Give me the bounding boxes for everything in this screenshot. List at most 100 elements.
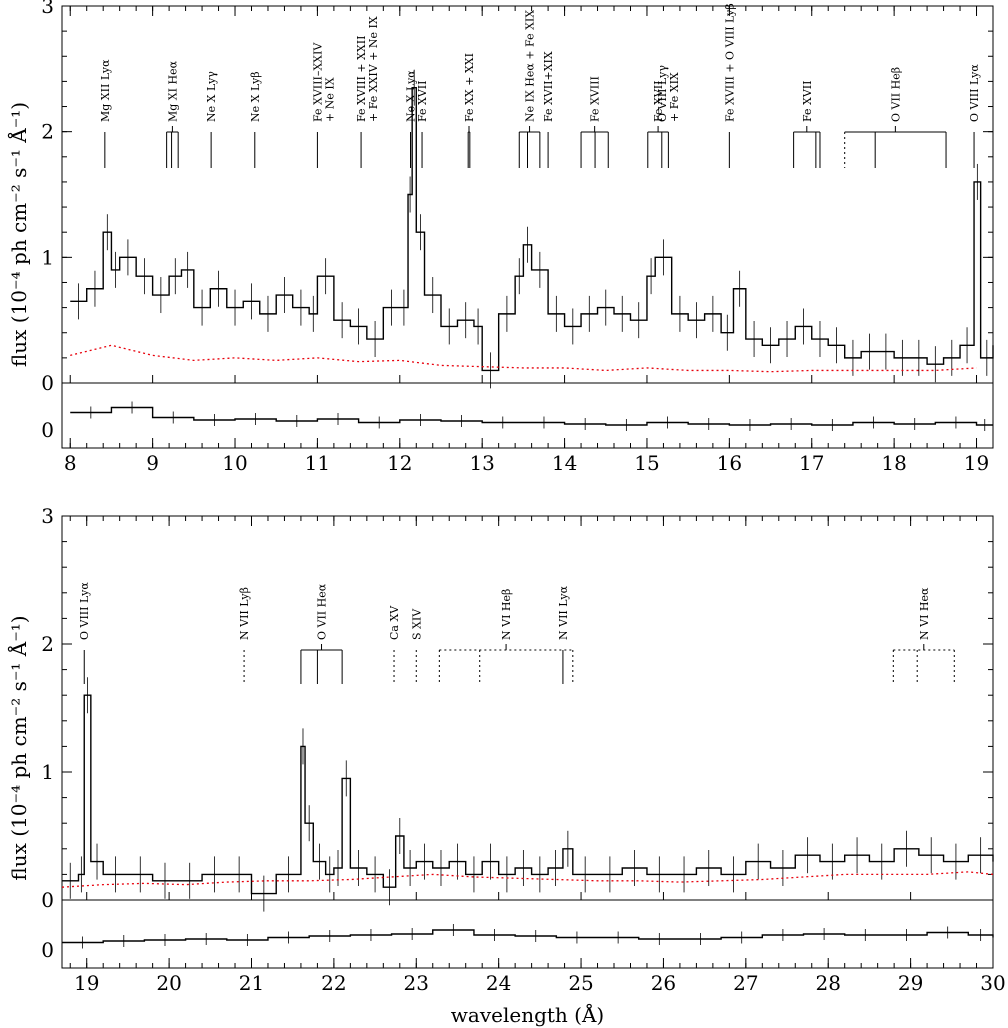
series-data (70, 86, 994, 372)
line-id-label-part: + Ne IX (323, 77, 336, 122)
x-tick-label: 25 (568, 971, 593, 995)
line-id: Ne X Lyβ (249, 71, 262, 168)
line-id-label-part: Fe XVII (801, 80, 814, 122)
line-id-label: Fe XVII (652, 80, 665, 122)
x-tick-label: 23 (404, 971, 429, 995)
line-id-label: N VI Heα (918, 587, 931, 640)
line-id: Fe XVIII + XXII+ Fe XXIV + Ne IX (355, 16, 380, 168)
line-id-label: Fe XVIII–XXIV+ Ne IX (311, 42, 336, 122)
y-tick-label: 3 (41, 504, 54, 528)
line-id-label: Mg XII Lyα (99, 59, 112, 122)
line-id-label: Fe XVIII (589, 76, 602, 122)
line-id: O VIII Lyγ+ Fe XIX (656, 65, 681, 168)
line-id: Ne IX Heα + Fe XIX (518, 10, 541, 168)
x-tick-label: 10 (222, 451, 247, 475)
line-id-label: O VII Heα (316, 583, 329, 640)
y-tick-label: 0 (41, 371, 54, 395)
line-id-label-part: + Fe XIX (668, 72, 681, 122)
series-residual (62, 929, 994, 944)
line-id-label-part: Ne X Lyγ (205, 71, 218, 122)
line-id: Ca XV (388, 605, 401, 684)
line-id: Fe XVIII–XXIV+ Ne IX (311, 42, 336, 168)
x-tick-label: 12 (387, 451, 412, 475)
line-id-label-part: N VI Heβ (500, 589, 513, 640)
x-tick-label: 13 (469, 451, 494, 475)
x-tick-label: 11 (305, 451, 330, 475)
line-id-label-part: Fe XVIII + O VIII Lyβ (723, 3, 736, 122)
line-id-label: O VIII Lyγ+ Fe XIX (656, 65, 681, 122)
line-id-label: Fe XVIII + O VIII Lyβ (723, 3, 736, 122)
line-id-label-part: Fe XVII (652, 80, 665, 122)
line-id-label-part: O VIII Lyγ (656, 65, 669, 122)
x-tick-label: 9 (146, 451, 159, 475)
line-id: Fe XVIII (580, 76, 609, 168)
line-id-label-part: Fe XVIII + XXII (355, 36, 368, 122)
line-id-label-part: Ne X Lyβ (249, 71, 262, 122)
line-id-label: Fe XX + XXI (463, 53, 476, 122)
line-id-label: Ne X Lyγ (205, 71, 218, 122)
x-tick-label: 24 (486, 971, 511, 995)
line-id-label-part: N VII Lyα (557, 585, 570, 640)
series-residual (70, 406, 993, 426)
line-id-label-part: Fe XVIII (589, 76, 602, 122)
line-id-label-part: + Fe XXIV + Ne IX (367, 16, 380, 122)
line-id-label-part: Ne X Lyα (405, 70, 418, 122)
x-tick-label: 27 (733, 971, 758, 995)
line-id: Fe XVII+XIX (542, 51, 555, 168)
x-tick-label: 29 (898, 971, 923, 995)
line-id: Fe XVII (416, 80, 429, 168)
line-id: Fe XVII (647, 80, 669, 168)
line-id-label-part: Fe XVII (416, 80, 429, 122)
line-id-label: Ne X Lyα (405, 70, 418, 122)
x-tick-label: 22 (321, 971, 346, 995)
line-id-label: N VII Lyβ (238, 587, 251, 640)
line-id-label-part: Ca XV (388, 605, 401, 640)
line-id-label-part: O VIII Lyα (968, 64, 981, 122)
line-id-label-part: O VII Heα (316, 583, 329, 640)
x-tick-label: 16 (717, 451, 742, 475)
line-id-label: O VIII Lyα (968, 64, 981, 122)
line-id-label: Ca XV (388, 605, 401, 640)
line-id-label: Fe XVII (801, 80, 814, 122)
line-id-label: Mg XI Heα (166, 60, 179, 122)
resid-tick-label: 0 (41, 418, 54, 442)
x-tick-label: 26 (651, 971, 676, 995)
x-axis-title: wavelength (Å) (451, 1002, 604, 1027)
line-id-label-part: S XIV (410, 608, 423, 640)
x-tick-label: 18 (881, 451, 906, 475)
line-id: O VII Heβ (844, 67, 947, 168)
y-tick-label: 2 (41, 120, 54, 144)
line-id-label: Ne IX Heα + Fe XIX (524, 10, 537, 122)
line-id: Mg XI Heα (166, 60, 179, 168)
y-tick-label: 0 (41, 888, 54, 912)
line-id-label: O VII Heβ (889, 67, 902, 122)
line-id: O VIII Lyα (968, 64, 981, 168)
line-id: Fe XVII (793, 80, 821, 168)
x-tick-label: 14 (552, 451, 577, 475)
line-id-label-part: Mg XI Heα (166, 60, 179, 122)
line-id: O VIII Lyα (78, 582, 91, 684)
line-id-label-part: Fe XVIII–XXIV (311, 42, 324, 122)
line-id: Mg XII Lyα (99, 59, 112, 168)
line-id: Fe XX + XXI (463, 53, 476, 168)
line-id: N VII Lyα (557, 585, 570, 684)
line-id-label-part: Fe XVII+XIX (542, 51, 555, 122)
series-model (61, 871, 994, 888)
x-tick-label: 8 (64, 451, 77, 475)
line-id-label: N VI Heβ (500, 589, 513, 640)
x-tick-label: 28 (815, 971, 840, 995)
line-id: O VII Heα (300, 583, 343, 684)
line-id-label: Ne X Lyβ (249, 71, 262, 122)
line-id: N VI Heβ (438, 589, 574, 684)
y-tick-label: 1 (41, 245, 54, 269)
series-model (70, 344, 977, 373)
line-id-label: S XIV (410, 608, 423, 640)
x-tick-label: 21 (239, 971, 264, 995)
y-axis-title: flux (10⁻⁴ ph cm⁻² s⁻¹ Å⁻¹) (6, 615, 31, 880)
line-id-label: O VIII Lyα (78, 582, 91, 640)
y-tick-label: 3 (41, 0, 54, 18)
